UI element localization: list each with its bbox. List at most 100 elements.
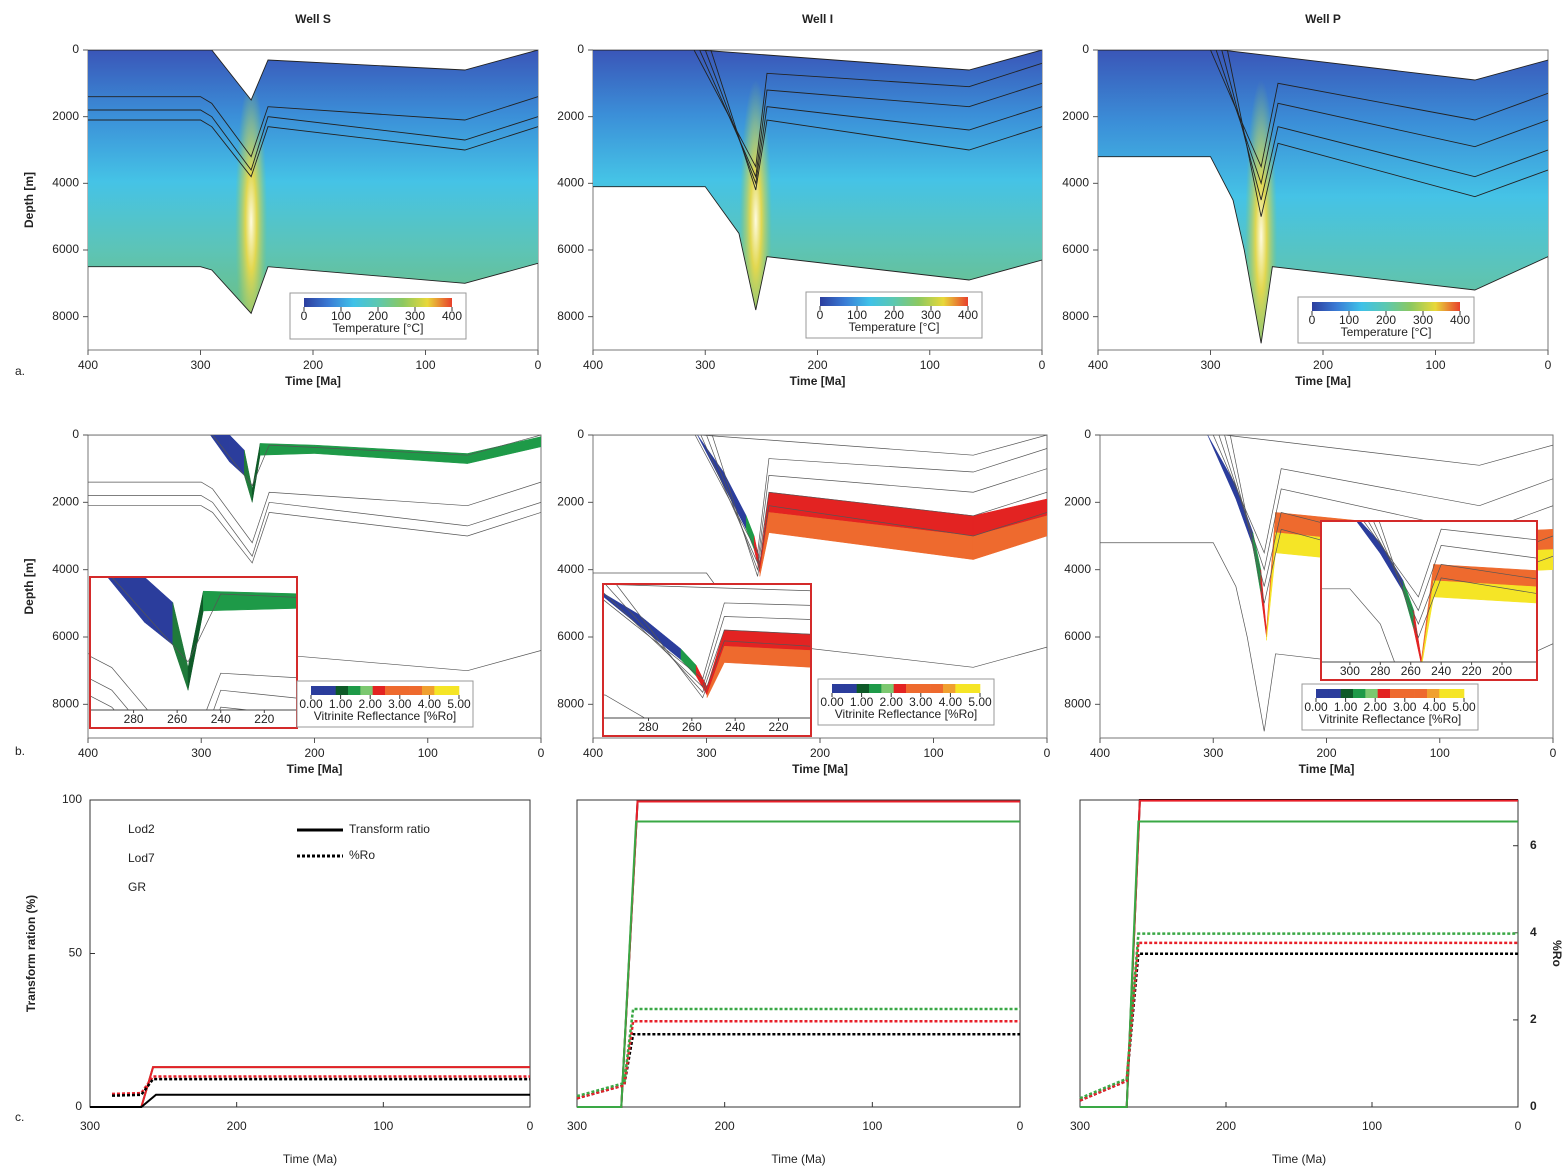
horizon-line [710, 50, 1042, 191]
x-tick-label: 0 [1039, 358, 1046, 372]
colorbar-step [422, 686, 435, 695]
legend-entry: GR [128, 880, 146, 894]
colorbar-step [1451, 689, 1465, 698]
colorbar-step [335, 686, 349, 695]
y-tick-label: 0 [72, 427, 79, 441]
horizon-line [88, 505, 541, 564]
y-tick-label: 8000 [557, 697, 584, 711]
colorbar-label: Vitrinite Reflectance [%Ro] [314, 709, 457, 723]
horizon-line [603, 694, 646, 718]
colorbar-label: Temperature [°C] [1341, 325, 1432, 339]
x-tick-label: 300 [1070, 1119, 1090, 1133]
x-tick-label: 300 [1200, 358, 1220, 372]
colorbar-tick-label: 2.00 [1364, 700, 1388, 714]
y-tick-label: 6000 [1062, 242, 1089, 256]
maturity-band [259, 443, 315, 456]
colorbar-tick-label: 300 [405, 309, 425, 323]
series-line [1080, 820, 1518, 1108]
colorbar-label: Temperature [°C] [333, 321, 424, 335]
y-tick-label: 50 [69, 946, 83, 960]
temperature-field [1098, 50, 1548, 344]
colorbar-step [1439, 689, 1452, 698]
colorbar-tick-label: 200 [884, 308, 904, 322]
x-tick-label: 400 [78, 746, 98, 760]
y-tick-label: 8000 [52, 697, 79, 711]
maturity-band [1433, 580, 1537, 604]
horizon-line [1210, 50, 1548, 169]
colorbar [304, 298, 452, 307]
well-title: Well I [802, 12, 833, 26]
inset-x-tick-label: 280 [638, 720, 658, 734]
panel-label: c. [15, 1110, 24, 1124]
x-axis-label: Time (Ma) [283, 1152, 337, 1166]
colorbar-tick-label: 100 [331, 309, 351, 323]
horizon-line [88, 50, 538, 101]
x-tick-label: 100 [1430, 746, 1450, 760]
legend-style: Transform ratio [349, 822, 430, 836]
x-tick-label: 100 [418, 746, 438, 760]
horizon-line [593, 435, 1047, 456]
colorbar-step [967, 684, 981, 693]
y-tick-label: 4000 [52, 176, 79, 190]
colorbar-step [323, 686, 336, 695]
x-tick-label: 200 [1316, 746, 1336, 760]
colorbar-step [893, 684, 907, 693]
y-tick-label: 6000 [557, 629, 584, 643]
horizon-line [1098, 156, 1548, 344]
colorbar-step [1377, 689, 1391, 698]
colorbar-step [446, 686, 460, 695]
colorbar-tick-label: 100 [1339, 313, 1359, 327]
colorbar-step [372, 686, 386, 695]
inset-x-tick-label: 240 [725, 720, 745, 734]
horizon-line [1373, 521, 1537, 625]
horizon-line [706, 435, 1047, 572]
x-axis-label: Time [Ma] [285, 374, 341, 388]
inset-x-tick-label: 300 [1340, 664, 1360, 678]
maturity-band [203, 590, 297, 612]
horizon-line [1367, 521, 1537, 612]
y-tick-label: 4000 [557, 562, 584, 576]
x-axis-label: Time [Ma] [1295, 374, 1351, 388]
colorbar-step [881, 684, 894, 693]
x-tick-label: 0 [1017, 1119, 1024, 1133]
y2-axis-label: %Ro [1550, 940, 1563, 967]
colorbar-tick-label: 0 [301, 309, 308, 323]
horizon-line [1226, 50, 1548, 217]
horizon-line [593, 186, 1042, 311]
colorbar-step [1427, 689, 1440, 698]
horizon-line [711, 435, 1047, 577]
series-line [90, 1093, 530, 1108]
colorbar-step [930, 684, 944, 693]
x-axis-label: Time [Ma] [790, 374, 846, 388]
y-tick-label: 8000 [557, 309, 584, 323]
y-tick-label: 0 [72, 42, 79, 56]
maturity-band [467, 436, 541, 464]
y-tick-label: 2000 [1064, 495, 1091, 509]
x-tick-label: 100 [920, 358, 940, 372]
x-tick-label: 300 [80, 1119, 100, 1133]
y-tick-label: 6000 [52, 242, 79, 256]
horizon-line [615, 584, 811, 699]
x-tick-label: 0 [1545, 358, 1552, 372]
horizon-line [88, 495, 541, 557]
x-tick-label: 300 [567, 1119, 587, 1133]
colorbar-step [856, 684, 870, 693]
colorbar-tick-label: 1.00 [850, 695, 874, 709]
well-title: Well P [1305, 12, 1341, 26]
x-axis-label: Time [Ma] [1299, 762, 1355, 776]
y-tick-label: 0 [1084, 427, 1091, 441]
y-tick-label: 2000 [52, 109, 79, 123]
colorbar-tick-label: 400 [958, 308, 978, 322]
y2-tick-label: 2 [1530, 1012, 1537, 1026]
series-line [1079, 932, 1518, 1100]
colorbar-tick-label: 100 [847, 308, 867, 322]
x-tick-label: 300 [695, 358, 715, 372]
colorbar-tick-label: 0.00 [299, 697, 323, 711]
x-tick-label: 300 [696, 746, 716, 760]
x-tick-label: 300 [191, 746, 211, 760]
inset-border [89, 576, 298, 729]
well-title: Well S [295, 12, 331, 26]
y-tick-label: 4000 [52, 562, 79, 576]
inset-x-tick-label: 260 [1401, 664, 1421, 678]
y-tick-label: 8000 [1064, 697, 1091, 711]
